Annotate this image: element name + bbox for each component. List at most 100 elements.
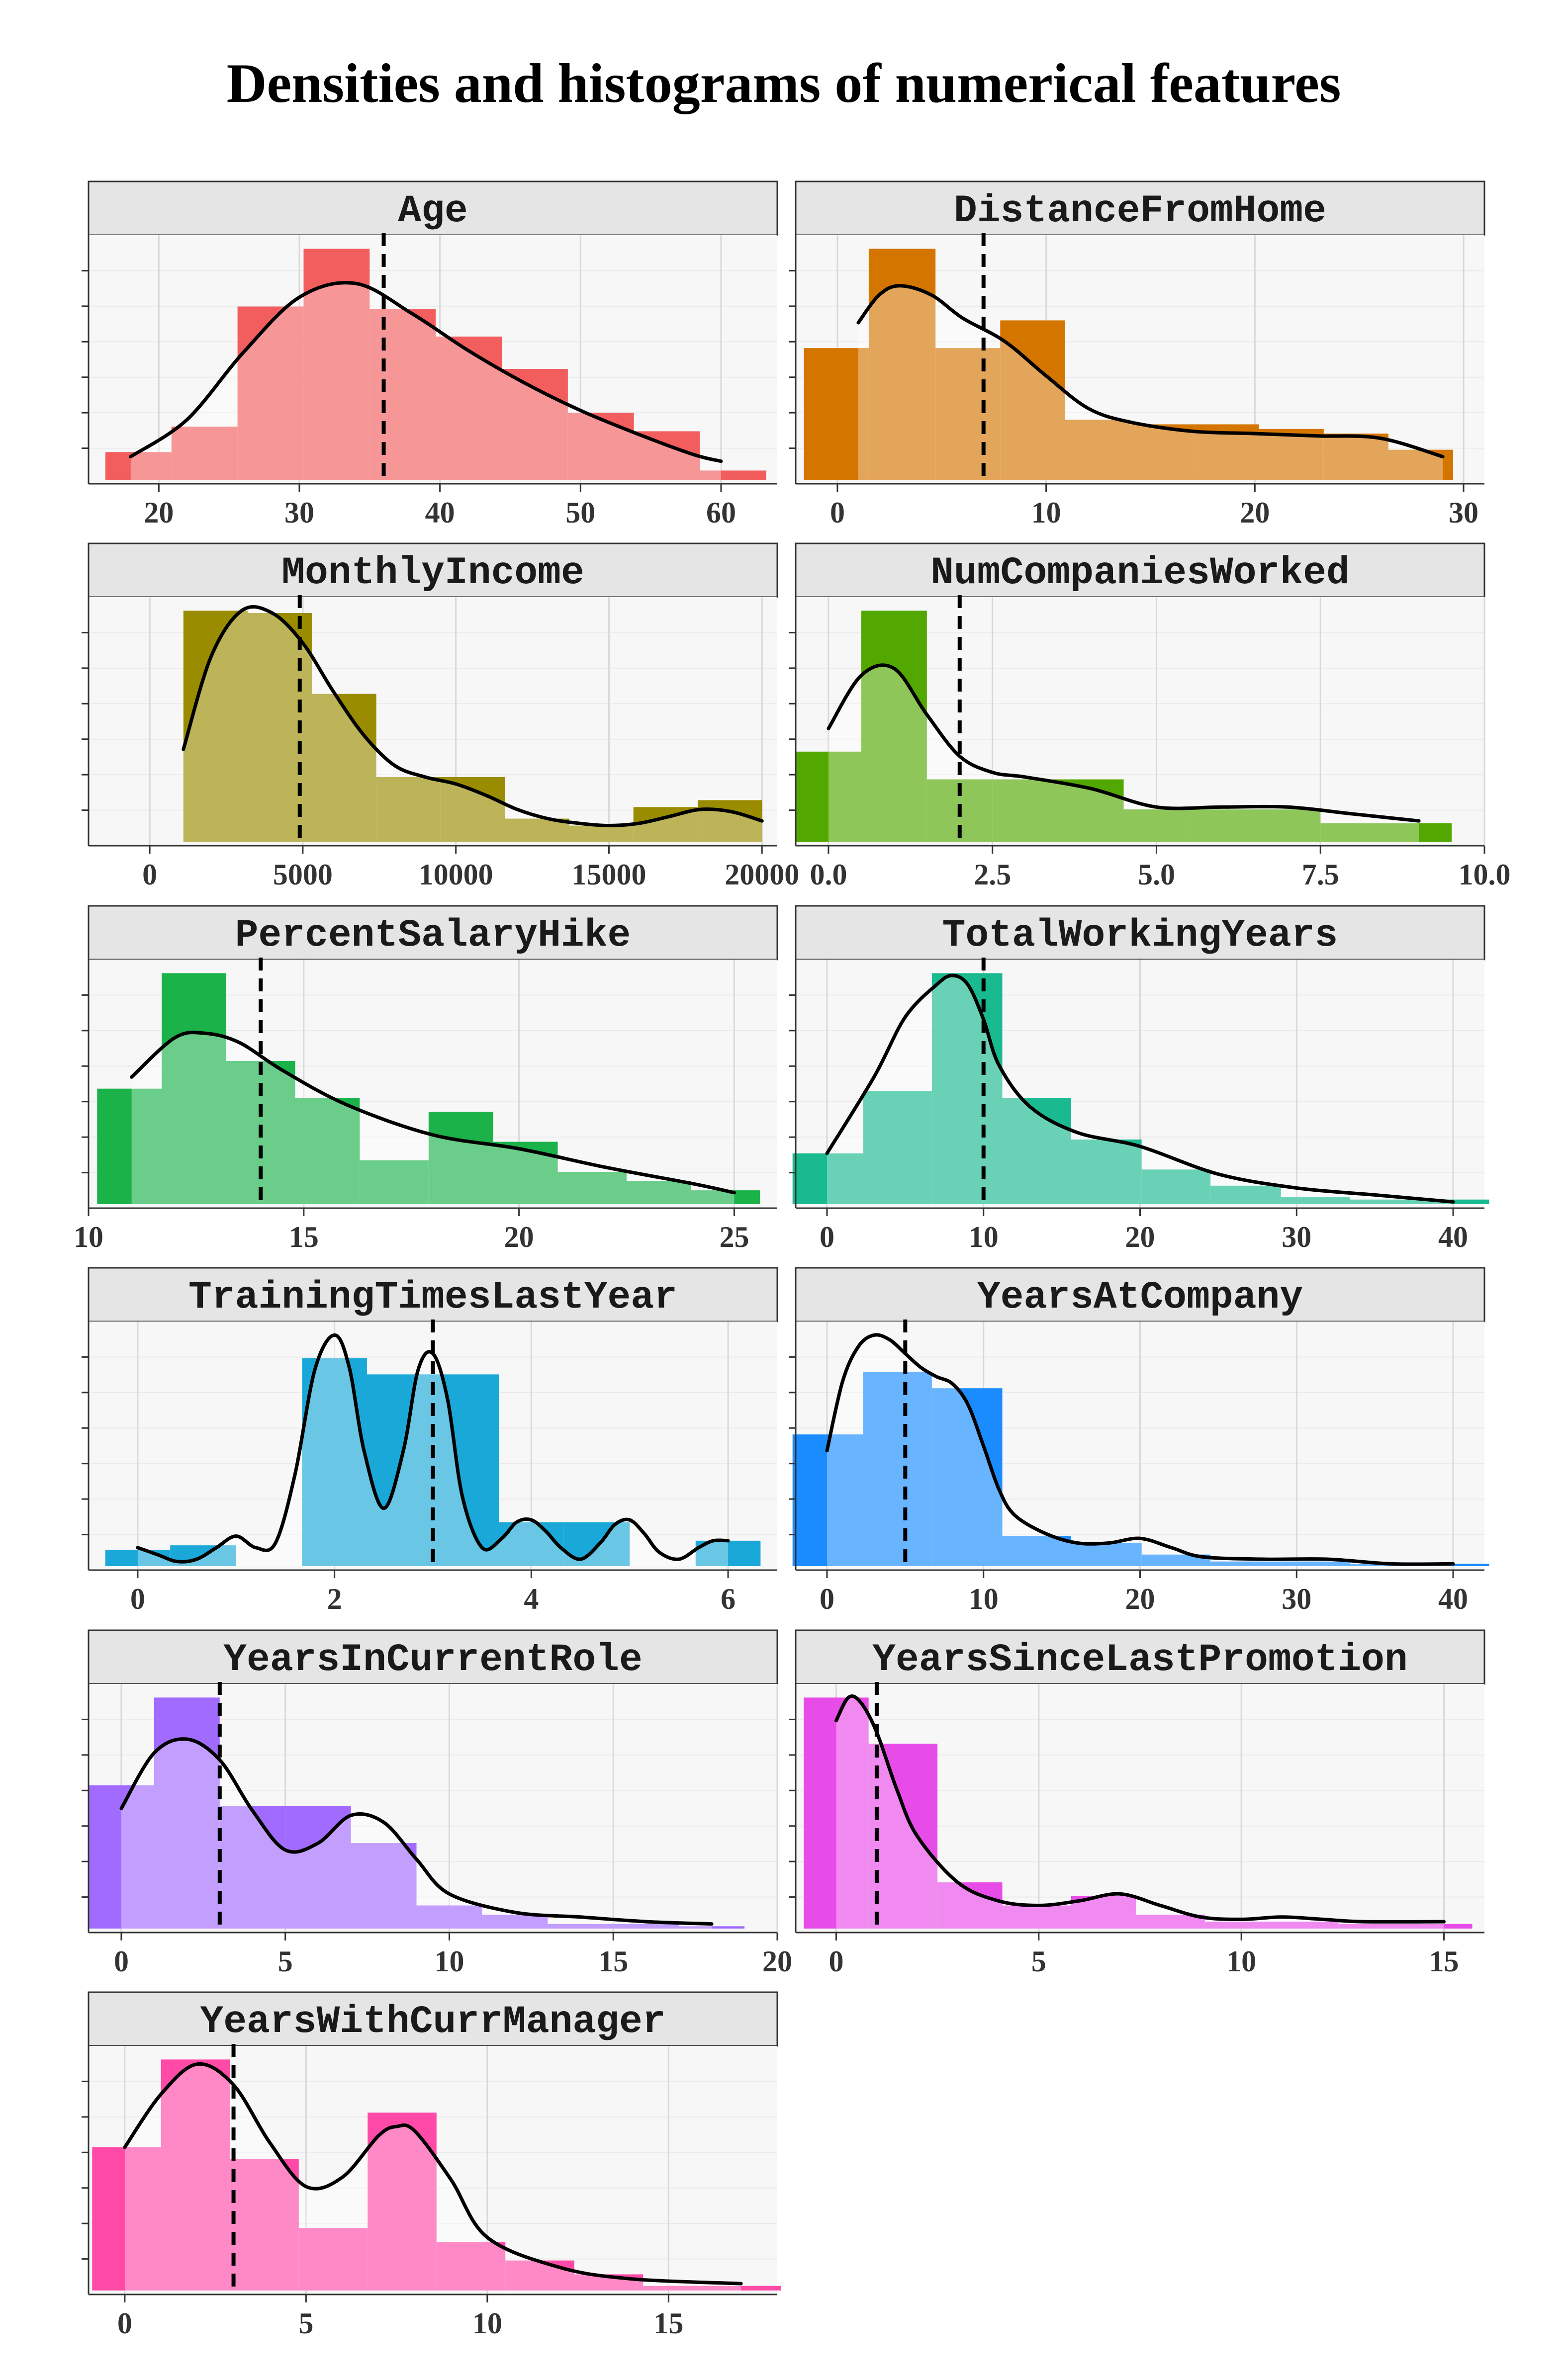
x-tick-label: 15: [1429, 1945, 1459, 1978]
x-tick-label: 7.5: [1302, 858, 1339, 891]
histogram-bar: [1210, 1561, 1281, 1566]
facet-panel: TrainingTimesLastYear 0 2 4 6: [82, 1267, 778, 1615]
histogram-bar: [569, 825, 634, 842]
facet-strip-label: YearsWithCurrManager: [200, 2000, 665, 2044]
histogram-bar: [92, 2147, 161, 2291]
histogram-bar: [1403, 1924, 1473, 1929]
histogram-bar: [1141, 1169, 1211, 1204]
histogram-bar: [505, 2260, 574, 2291]
x-tick-label: 10: [434, 1945, 464, 1978]
density-area: [121, 1739, 712, 1929]
histogram-bar: [1002, 1905, 1071, 1929]
x-tick-label: 4: [524, 1583, 539, 1615]
histogram-bar: [1210, 1185, 1281, 1204]
histogram-bar: [931, 973, 1003, 1204]
x-tick-label: 10: [1226, 1945, 1256, 1978]
facet-panel: MonthlyIncome 0 5000 10000 15000 20000: [82, 542, 799, 891]
histogram-bar: [162, 973, 226, 1204]
histogram-bar: [1123, 809, 1190, 842]
facet-strip-label: YearsSinceLastPromotion: [872, 1638, 1408, 1682]
x-tick-label: 20: [504, 1221, 534, 1253]
histogram-bar: [154, 1697, 220, 1929]
histogram-bar: [1281, 1197, 1350, 1204]
facet-strip: [88, 905, 778, 961]
histogram-bar: [369, 309, 436, 480]
density-area: [183, 607, 762, 842]
histogram-bar: [171, 427, 238, 480]
histogram-bar: [796, 751, 861, 842]
x-tick-label: 10000: [419, 858, 493, 891]
histogram-bar: [931, 1388, 1003, 1566]
histogram-bar: [868, 1744, 938, 1929]
histogram-bar: [295, 1098, 360, 1204]
histogram-bar: [1065, 420, 1130, 480]
x-tick-label: 2.5: [974, 858, 1011, 891]
histogram-bar: [935, 348, 1001, 480]
x-tick-label: 50: [565, 496, 595, 529]
facet-strip-label: TrainingTimesLastYear: [188, 1276, 677, 1320]
histogram-bar: [1002, 1536, 1071, 1566]
x-tick-label: 20: [1125, 1583, 1155, 1615]
x-tick-label: 40: [425, 496, 455, 529]
histogram-bar: [312, 694, 376, 842]
facet-panel: YearsAtCompany 0 10 20 30 40: [789, 1267, 1489, 1615]
x-tick-label: 10: [969, 1221, 999, 1253]
histogram-bar: [97, 1088, 162, 1204]
facet-strip-label: YearsInCurrentRole: [223, 1638, 643, 1682]
histogram-bar: [1189, 809, 1255, 842]
histogram-bar: [1255, 809, 1321, 842]
histogram-bar: [303, 249, 370, 480]
histogram-bar: [634, 431, 700, 480]
x-tick-label: 10: [1031, 496, 1061, 529]
facet-panel: NumCompaniesWorked 0.0 2.5 5.0 7.5 10.0: [789, 542, 1511, 891]
density-area: [827, 1334, 1453, 1566]
histogram-bar: [1129, 424, 1195, 480]
histogram-bar: [712, 2286, 781, 2291]
histogram-bar: [428, 1112, 493, 1204]
histogram-bar: [416, 1905, 482, 1929]
facet-panel: DistanceFromHome 0 10 20 30: [789, 180, 1485, 529]
facet-strip: [795, 180, 1485, 236]
histogram-bar: [440, 777, 505, 842]
x-tick-label: 20: [1240, 496, 1270, 529]
density-line: [136, 1333, 730, 1564]
x-tick-label: 40: [1438, 1583, 1468, 1615]
density-line: [119, 1737, 714, 1926]
density-line: [827, 663, 1421, 823]
histogram-bar: [237, 306, 304, 480]
histogram-bar: [360, 1160, 429, 1204]
histogram-bar: [161, 2059, 230, 2291]
histogram-bar: [436, 336, 502, 480]
x-tick-label: 2: [327, 1583, 342, 1615]
density-area: [836, 1696, 1444, 1929]
histogram-bar: [105, 452, 172, 480]
density-line: [825, 973, 1455, 1204]
density-area: [124, 2064, 741, 2291]
x-tick-label: 15: [289, 1221, 319, 1253]
x-tick-label: 10: [969, 1583, 999, 1615]
histogram-bar: [1323, 434, 1388, 480]
x-tick-label: 20: [1125, 1221, 1155, 1253]
x-tick-label: 25: [719, 1221, 749, 1253]
histogram-bar: [863, 1372, 932, 1566]
x-tick-label: 30: [1282, 1221, 1311, 1253]
facet-strip-label: PercentSalaryHike: [235, 914, 631, 958]
facet-strip-label: Age: [398, 189, 467, 233]
facet-strip-label: DistanceFromHome: [954, 189, 1326, 233]
histogram-bar: [691, 1190, 760, 1204]
x-tick-label: 15000: [571, 858, 646, 891]
histogram-bar: [1270, 1922, 1339, 1929]
histogram-bar: [804, 1697, 869, 1929]
histogram-bar: [493, 1142, 558, 1204]
density-area: [829, 665, 1419, 842]
histogram-bar: [105, 1550, 171, 1566]
facet-panel: Age 20 30 40 50 60: [82, 180, 778, 529]
x-tick-label: 40: [1438, 1221, 1468, 1253]
histogram-bar: [230, 2159, 299, 2291]
facet-strip: [795, 1267, 1485, 1322]
histogram-bar: [1338, 1924, 1404, 1929]
x-tick-label: 0: [820, 1583, 834, 1615]
histogram-bar: [351, 1843, 417, 1929]
x-tick-label: 5000: [273, 858, 333, 891]
histogram-bar: [505, 818, 569, 842]
